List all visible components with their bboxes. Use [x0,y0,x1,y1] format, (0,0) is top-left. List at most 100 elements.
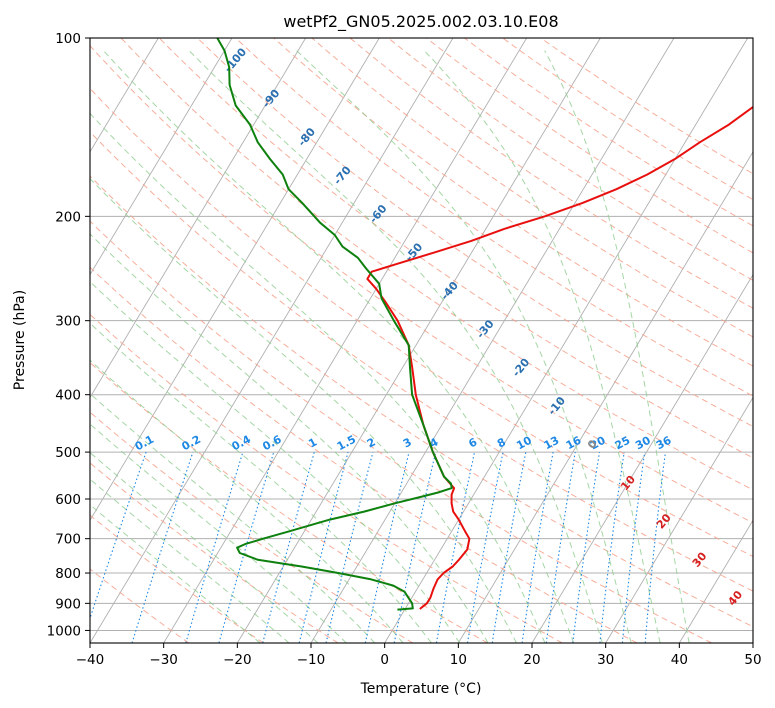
y-tick-label: 200 [55,209,81,225]
chart-title: wetPf2_GN05.2025.002.03.10.E08 [283,12,558,32]
moist-adiabat-line [90,359,404,643]
mixing-ratio-label: 20 [588,434,608,453]
isotherm-line [90,38,233,276]
isotherm-line [90,38,159,153]
mixing-ratio-line [521,452,554,643]
moist-adiabat-line [90,177,517,643]
dry-adiabat-line [90,44,753,524]
isotherm-line [236,38,601,643]
isotherm-line [163,38,528,643]
moist-adiabat-line [103,50,575,643]
plot-frame [89,37,754,644]
x-tick-label: −20 [223,652,252,668]
x-tick-label: 20 [523,652,540,668]
mixing-ratio-line [131,451,194,643]
isotherm-line [678,519,753,643]
mixing-ratio-line [218,451,275,643]
dry-adiabat-line [90,87,753,558]
dry-adiabat-line [235,38,753,397]
x-tick-label: 50 [744,652,761,668]
isotherm-line [457,151,753,643]
x-tick-label: 10 [450,652,467,668]
dry-adiabat-line [90,266,638,643]
moist-adiabat-line [90,112,546,643]
dry-adiabat-line [90,220,712,643]
mixing-ratio-line [599,452,625,643]
mixing-ratio-line [621,452,646,643]
isotherm-line [90,38,307,399]
mixing-ratio-line [298,451,349,643]
mixing-ratio-line [325,451,374,643]
moist-adiabat-line [90,233,489,643]
dry-adiabat-line [197,38,753,428]
y-tick-label: 500 [55,445,81,461]
isotherm-line [90,38,454,643]
mixing-ratio-label: 36 [654,433,674,452]
dry-adiabat-line [158,38,753,459]
dry-adiabat-line [90,361,488,643]
x-axis-label: Temperature (°C) [360,681,482,697]
y-axis-ticks: 100 200 300 400 500 600 700 800 900 1000 [47,31,90,639]
dry-adiabat-line [120,38,753,491]
y-tick-label: 400 [55,388,81,404]
mixing-ratio-label: 16 [564,433,584,452]
mixing-ratio-label: 13 [542,434,562,453]
moist-adiabat-line [90,451,319,643]
isotherm-gridlines [90,38,753,643]
sounding-traces [216,38,753,611]
dry-adiabat-line [311,38,753,338]
dry-adiabat-line [90,131,753,592]
x-tick-label: 40 [671,652,688,668]
mixing-ratio-line [644,452,666,643]
y-tick-label: 700 [55,532,81,548]
isotherm-line [310,38,675,643]
y-tick-label: 300 [55,314,81,330]
dry-adiabat-line [273,38,753,367]
dry-adiabat-line [349,38,753,309]
isotherm-line [605,396,753,643]
moist-adiabat-line [544,50,690,643]
moist-adiabat-line [296,50,632,643]
mixing-ratio-line [572,452,601,643]
moist-adiabat-line [90,280,461,643]
y-tick-label: 100 [55,31,81,47]
moist-adiabat-line [90,478,290,643]
isobar-gridlines [90,38,753,631]
isotherm-line [90,38,380,522]
x-tick-label: 30 [597,652,614,668]
isotherm-line [384,38,749,643]
moist-adiabat-line [90,423,347,643]
mixing-ratio-line [185,451,244,643]
dry-adiabat-line [90,514,264,643]
moist-adiabat-line [90,392,376,643]
mixing-ratio-line [393,451,437,643]
moist-adiabat-line [188,50,603,643]
y-tick-label: 600 [55,492,81,508]
x-axis-ticks: −40 −30 −20 −10 0 10 20 30 40 50 [76,643,762,668]
y-axis-label: Pressure (hPa) [12,290,28,390]
plot-area: 0.1 0.2 0.4 0.6 1 1.5 2 3 4 6 8 10 13 16 20 25 30 36 -100… [90,38,753,643]
dewpoint-trace [216,38,453,611]
mixing-ratio-label: 10 [514,434,534,453]
mixing-ratio-line [262,451,315,643]
isotherm-line [531,273,753,643]
y-tick-label: 1000 [47,623,81,639]
mixing-ratio-line [364,451,410,643]
mixing-ratio-label: 30 [633,434,653,453]
moist-adiabat-line [90,322,432,643]
moist-adiabat-line [423,50,661,643]
mixing-ratio-label: 25 [613,434,633,453]
moist-adiabats [90,50,690,643]
dry-adiabats [90,38,753,643]
x-tick-label: 0 [380,652,389,668]
x-tick-label: −30 [149,652,178,668]
dry-adiabat-line [90,175,753,628]
dry-adiabat-line [90,411,414,643]
y-tick-label: 900 [55,596,81,612]
x-tick-label: −40 [76,652,105,668]
mixing-ratio-line [545,452,576,643]
x-tick-label: −10 [297,652,326,668]
mixing-ratio-lines: 0.1 0.2 0.4 0.6 1 1.5 2 3 4 6 8 10 13 16 20 25 30 36 [90,433,674,643]
